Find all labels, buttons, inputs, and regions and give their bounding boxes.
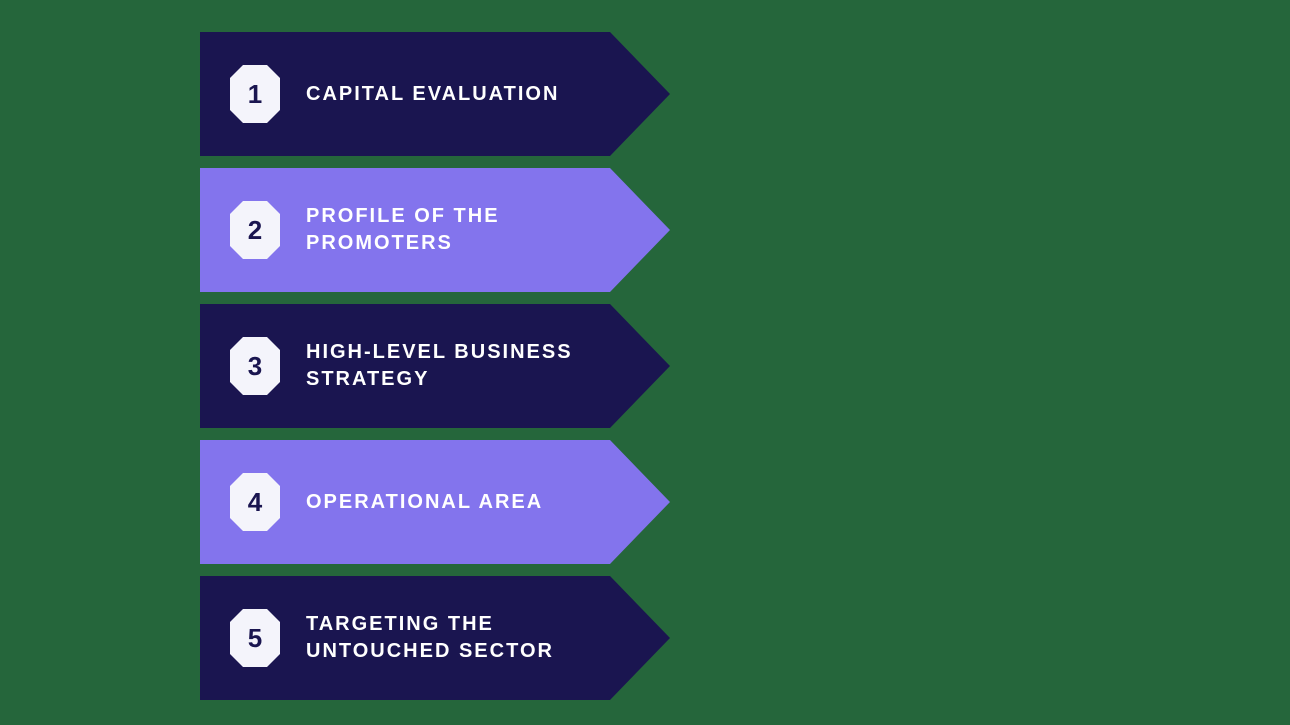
step-label: HIGH-LEVEL BUSINESS STRATEGY xyxy=(306,339,606,393)
list-item: 3 HIGH-LEVEL BUSINESS STRATEGY xyxy=(200,304,680,428)
step-number-badge: 3 xyxy=(230,337,280,395)
arrow-head xyxy=(610,576,670,700)
arrow-head xyxy=(610,32,670,156)
step-number: 5 xyxy=(248,623,262,654)
step-number-badge: 5 xyxy=(230,609,280,667)
step-label: PROFILE OF THE PROMOTERS xyxy=(306,203,606,257)
arrow-head xyxy=(610,304,670,428)
step-number-badge: 1 xyxy=(230,65,280,123)
list-item: 2 PROFILE OF THE PROMOTERS xyxy=(200,168,680,292)
step-label: CAPITAL EVALUATION xyxy=(306,81,559,108)
step-number-badge: 2 xyxy=(230,201,280,259)
step-number: 1 xyxy=(248,79,262,110)
step-number-badge: 4 xyxy=(230,473,280,531)
arrow-list: 1 CAPITAL EVALUATION 2 PROFILE OF THE PROMO… xyxy=(200,32,680,700)
step-number: 4 xyxy=(248,487,262,518)
arrow-head xyxy=(610,168,670,292)
step-label: OPERATIONAL AREA xyxy=(306,489,543,516)
step-number: 2 xyxy=(248,215,262,246)
arrow-head xyxy=(610,440,670,564)
step-number: 3 xyxy=(248,351,262,382)
step-label: TARGETING THE UNTOUCHED SECTOR xyxy=(306,611,606,665)
list-item: 5 TARGETING THE UNTOUCHED SECTOR xyxy=(200,576,680,700)
list-item: 4 OPERATIONAL AREA xyxy=(200,440,680,564)
list-item: 1 CAPITAL EVALUATION xyxy=(200,32,680,156)
